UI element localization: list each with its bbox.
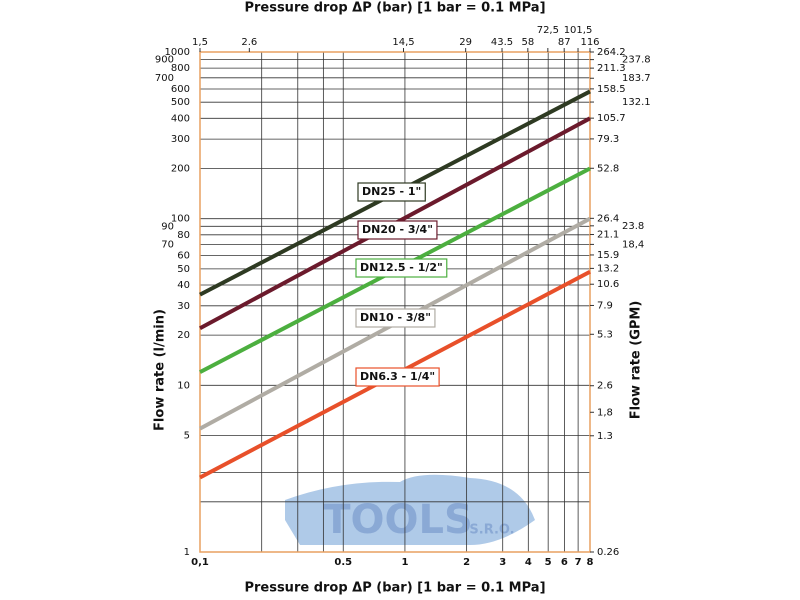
y2-tick-label: 7.9 (597, 300, 613, 311)
y2-tick-label: 0.26 (597, 547, 619, 558)
watermark-logo: TOOLS S.R.O. (285, 474, 535, 545)
watermark-sub: S.R.O. (469, 523, 514, 538)
y-axis-title: Flow rate (l/min) (153, 309, 168, 431)
series-label: DN10 - 3/8" (360, 311, 431, 324)
x2-tick-label: 101,5 (564, 25, 593, 36)
top-axis-title: Pressure drop ΔP (bar) [1 bar = 0.1 MPa] (244, 1, 545, 16)
y-tick-label: 30 (177, 301, 190, 312)
y2-tick-label: 79.3 (597, 134, 619, 145)
x-tick-label: 3 (499, 557, 506, 568)
y-tick-label: 600 (171, 84, 190, 95)
y-tick-label: 500 (171, 97, 190, 108)
series-label-box (357, 220, 438, 240)
y2-tick-label: 23.8 (622, 221, 644, 232)
y2-tick-label: 264.2 (597, 47, 626, 58)
y-tick-label: 40 (177, 280, 190, 291)
y2-tick-label: 183.7 (622, 73, 651, 84)
y2-tick-label: 52.8 (597, 163, 619, 174)
y-tick-label: 1 (184, 547, 190, 558)
y-tick-label: 90 (161, 221, 174, 232)
y2-tick-label: 237.8 (622, 55, 651, 66)
y-tick-label: 1000 (165, 47, 190, 58)
y2-tick-label: 105.7 (597, 113, 626, 124)
y-tick-label: 700 (155, 73, 174, 84)
x2-tick-label: 1,5 (192, 37, 208, 48)
y-tick-label: 400 (171, 113, 190, 124)
y2-tick-label: 132.1 (622, 97, 651, 108)
x-tick-label: 2 (463, 557, 470, 568)
y2-tick-label: 18,4 (622, 239, 644, 250)
x-tick-label: 6 (561, 557, 568, 568)
series-label: DN6.3 - 1/4" (360, 370, 435, 383)
series-label-box (355, 308, 436, 328)
x2-tick-label: 72,5 (537, 25, 559, 36)
x-tick-label: 8 (587, 557, 594, 568)
y-tick-label: 5 (184, 431, 190, 442)
x2-tick-label: 58 (521, 37, 534, 48)
x-tick-label: 1 (401, 557, 408, 568)
logo-shape (285, 474, 535, 545)
y2-tick-label: 5.3 (597, 329, 613, 340)
y-tick-label: 100 (171, 214, 190, 225)
y-tick-label: 900 (155, 55, 174, 66)
x2-tick-label: 116 (580, 37, 599, 48)
x-tick-label: 4 (525, 557, 532, 568)
series-label: DN12.5 - 1/2" (360, 261, 443, 274)
plot-frame (199, 51, 591, 553)
plot (199, 51, 591, 553)
y2-tick-label: 26.4 (597, 213, 619, 224)
y2-tick-label: 21.1 (597, 230, 619, 241)
x-axis-title: Pressure drop ΔP (bar) [1 bar = 0.1 MPa] (244, 581, 545, 596)
y-tick-label: 200 (171, 163, 190, 174)
y2-tick-label: 158.5 (597, 84, 626, 95)
series-label-box (355, 367, 440, 387)
x2-tick-label: 29 (459, 37, 472, 48)
series-label: DN25 - 1" (362, 185, 421, 198)
y2-axis-title: Flow rate (GPM) (629, 301, 644, 420)
x-tick-label: 0.5 (334, 557, 352, 568)
x2-tick-label: 87 (558, 37, 571, 48)
watermark-text: TOOLS (323, 497, 473, 543)
series-label-box (355, 258, 448, 278)
y-tick-label: 20 (177, 330, 190, 341)
y2-tick-label: 10.6 (597, 279, 619, 290)
y-tick-label: 800 (171, 63, 190, 74)
y2-tick-label: 13.2 (597, 263, 619, 274)
y-tick-label: 300 (171, 134, 190, 145)
x2-tick-label: 14,5 (392, 37, 414, 48)
y2-tick-label: 1.3 (597, 431, 613, 442)
x-tick-label: 7 (575, 557, 582, 568)
y2-tick-label: 1,8 (597, 407, 613, 418)
x2-tick-label: 43.5 (491, 37, 513, 48)
y2-tick-label: 211.3 (597, 63, 626, 74)
y-tick-label: 10 (177, 380, 190, 391)
series-label-box (357, 182, 426, 202)
y-tick-label: 80 (177, 230, 190, 241)
x-tick-label: 5 (545, 557, 552, 568)
x2-tick-label: 2.6 (241, 37, 257, 48)
y2-tick-label: 2.6 (597, 381, 613, 392)
y-tick-label: 70 (161, 239, 174, 250)
y-tick-label: 60 (177, 251, 190, 262)
y-tick-label: 50 (177, 264, 190, 275)
x-tick-label: 0,1 (191, 557, 209, 568)
y2-tick-label: 15.9 (597, 250, 619, 261)
series-label: DN20 - 3/4" (362, 223, 433, 236)
